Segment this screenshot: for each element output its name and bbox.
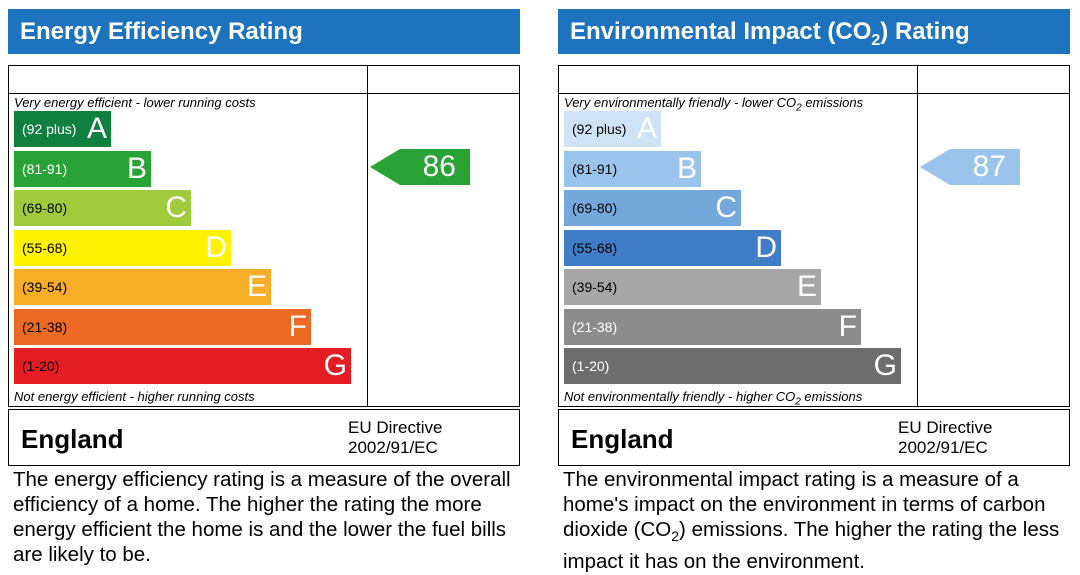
environment-band-f: (21-38) F	[564, 308, 861, 345]
band-letter: B	[676, 151, 697, 185]
directive-line1: EU Directive	[348, 418, 443, 437]
environment-band-e: (39-54) E	[564, 269, 821, 305]
band-letter: E	[246, 270, 267, 303]
band-range: (69-80)	[572, 200, 618, 216]
band-letter: C	[165, 191, 187, 224]
environment-description: The environmental impact rating is a mea…	[563, 468, 1060, 574]
environment-title: Environmental Impact (CO2) Rating	[558, 9, 1070, 54]
energy-current-rating: 86	[422, 149, 456, 183]
band-letter: A	[86, 112, 107, 145]
country-name: England	[21, 424, 124, 454]
environment-band-b: (81-91) B	[564, 150, 701, 187]
band-range: (55-68)	[22, 239, 68, 256]
environment-caption-top: Very environmentally friendly - lower CO…	[564, 95, 864, 114]
band-range: (21-38)	[572, 318, 618, 335]
arrow-shape-icon	[370, 148, 470, 185]
energy-band-a: (92 plus) A	[14, 111, 111, 147]
directive-line2: 2002/91/EC	[898, 438, 988, 457]
directive-line1: EU Directive	[898, 418, 993, 437]
country-name: England	[571, 424, 674, 454]
environment-current-rating-arrow: 87	[920, 148, 1020, 185]
arrow-shape-icon	[920, 148, 1020, 185]
band-range: (39-54)	[572, 279, 618, 295]
environment-country-box: England EU Directive 2002/91/EC	[558, 409, 1070, 466]
energy-band-d: (55-68) D	[14, 229, 231, 266]
energy-chart: Very energy efficient - lower running co…	[8, 65, 520, 407]
band-range: (21-38)	[22, 318, 68, 335]
energy-current-rating-arrow: 86	[370, 148, 470, 185]
energy-title: Energy Efficiency Rating	[8, 9, 520, 54]
energy-caption-top: Very energy efficient - lower running co…	[14, 95, 256, 110]
energy-band-g: (1-20) G	[14, 348, 351, 384]
band-letter: G	[873, 349, 897, 382]
header-divider	[559, 93, 1069, 94]
column-divider	[367, 66, 368, 406]
band-letter: F	[288, 309, 307, 343]
band-range: (69-80)	[22, 200, 68, 216]
band-range: (92 plus)	[572, 121, 627, 137]
energy-country-box: England EU Directive 2002/91/EC	[8, 409, 520, 466]
energy-description: The energy efficiency rating is a measur…	[13, 468, 511, 566]
energy-band-b: (81-91) B	[14, 150, 151, 187]
eu-directive: EU Directive 2002/91/EC	[898, 418, 992, 458]
band-letter: C	[715, 191, 737, 224]
environment-band-d: (55-68) D	[564, 229, 781, 266]
band-range: (1-20)	[22, 358, 60, 374]
band-letter: F	[838, 309, 857, 343]
band-range: (92 plus)	[22, 121, 77, 137]
band-letter: D	[205, 230, 227, 264]
environment-band-a: (92 plus) A	[564, 111, 661, 147]
directive-line2: 2002/91/EC	[348, 438, 438, 457]
environment-caption-bottom: Not environmentally friendly - higher CO…	[564, 389, 863, 408]
band-range: (81-91)	[572, 160, 618, 177]
band-range: (1-20)	[572, 358, 610, 374]
environment-current-rating: 87	[972, 149, 1006, 183]
band-letter: E	[796, 270, 817, 303]
band-letter: G	[323, 349, 347, 382]
eu-directive: EU Directive 2002/91/EC	[348, 418, 442, 458]
header-divider	[9, 93, 519, 94]
environmental-impact-panel: Environmental Impact (CO2) Rating Very e…	[558, 0, 1070, 575]
environment-chart: Very environmentally friendly - lower CO…	[558, 65, 1070, 408]
energy-efficiency-panel: Energy Efficiency Rating Very energy eff…	[8, 0, 520, 575]
environment-band-c: (69-80) C	[564, 190, 741, 226]
energy-band-f: (21-38) F	[14, 308, 311, 345]
band-range: (81-91)	[22, 160, 68, 177]
environment-band-g: (1-20) G	[564, 348, 901, 384]
band-letter: B	[126, 151, 147, 185]
band-letter: A	[636, 112, 657, 145]
energy-band-c: (69-80) C	[14, 190, 191, 226]
band-range: (55-68)	[572, 239, 618, 256]
column-divider	[917, 66, 918, 406]
band-letter: D	[755, 230, 777, 264]
energy-band-e: (39-54) E	[14, 269, 271, 305]
band-range: (39-54)	[22, 279, 68, 295]
energy-caption-bottom: Not energy efficient - higher running co…	[14, 389, 255, 404]
